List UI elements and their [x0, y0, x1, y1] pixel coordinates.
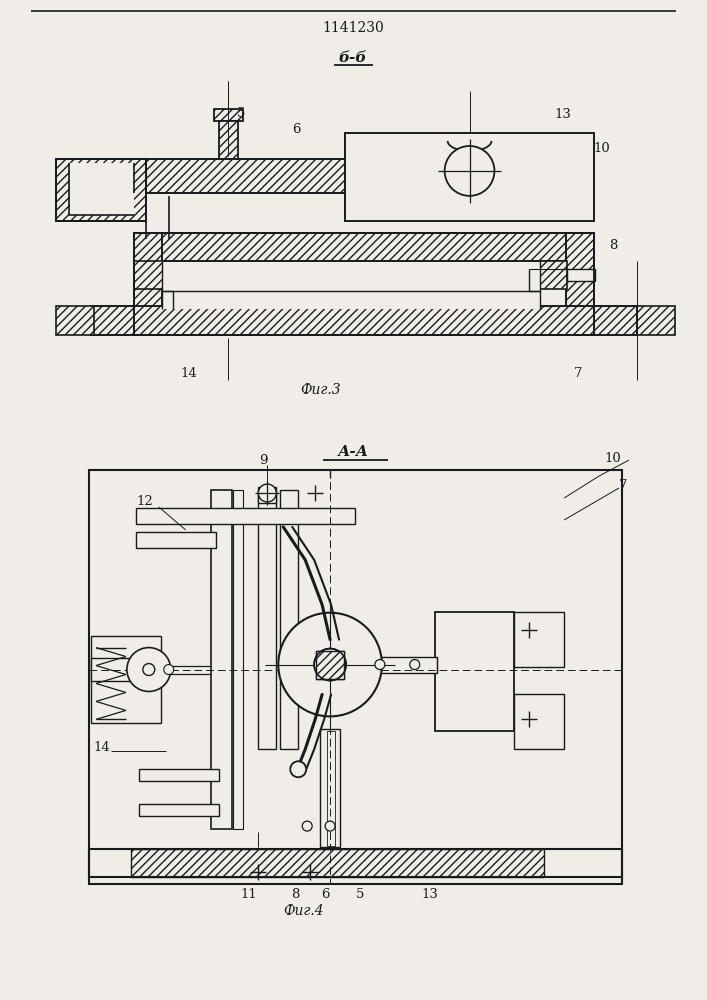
Text: 14: 14: [93, 741, 110, 754]
Text: 11: 11: [240, 888, 257, 901]
Bar: [139, 804, 218, 816]
Text: 5: 5: [356, 888, 364, 901]
Circle shape: [291, 761, 306, 777]
Bar: [515, 612, 564, 667]
Bar: [91, 658, 153, 681]
Bar: [280, 490, 298, 749]
Bar: [139, 769, 218, 781]
Bar: [355, 657, 437, 673]
Circle shape: [258, 484, 276, 502]
Bar: [435, 612, 515, 731]
Bar: [134, 261, 169, 289]
Bar: [214, 109, 243, 121]
Bar: [56, 306, 94, 335]
Text: 13: 13: [421, 888, 438, 901]
Bar: [320, 729, 340, 847]
Bar: [233, 490, 243, 829]
Bar: [211, 490, 233, 829]
Text: 7: 7: [574, 367, 583, 380]
Bar: [637, 306, 674, 335]
Bar: [567, 269, 595, 281]
Circle shape: [143, 664, 155, 676]
Bar: [146, 159, 345, 193]
Bar: [162, 261, 540, 309]
Text: 5: 5: [236, 107, 245, 120]
Text: 10: 10: [593, 142, 610, 155]
Circle shape: [164, 665, 174, 675]
Text: Фиг.4: Фиг.4: [283, 904, 324, 918]
Circle shape: [325, 821, 335, 831]
Bar: [258, 490, 276, 749]
Bar: [131, 849, 544, 877]
Text: 8: 8: [291, 888, 300, 901]
Bar: [218, 121, 238, 161]
Bar: [345, 133, 594, 221]
Bar: [134, 233, 162, 318]
Text: 7: 7: [619, 479, 627, 492]
Circle shape: [302, 821, 312, 831]
Text: 10: 10: [604, 452, 621, 465]
Text: 12: 12: [137, 495, 153, 508]
Text: 14: 14: [181, 367, 197, 380]
Bar: [515, 694, 564, 749]
Bar: [56, 191, 146, 221]
Bar: [91, 636, 160, 723]
Bar: [56, 159, 146, 221]
Circle shape: [127, 648, 170, 691]
Bar: [316, 651, 344, 679]
Text: 1141230: 1141230: [322, 21, 384, 35]
Bar: [566, 233, 594, 318]
Bar: [316, 651, 344, 679]
Bar: [56, 159, 146, 191]
Bar: [69, 163, 134, 215]
Bar: [136, 508, 355, 524]
Text: 13: 13: [554, 108, 571, 121]
Bar: [327, 731, 335, 846]
Bar: [91, 306, 637, 335]
Bar: [89, 470, 622, 884]
Bar: [539, 261, 567, 289]
Text: 9: 9: [259, 454, 268, 467]
Circle shape: [314, 649, 346, 680]
Text: 6: 6: [321, 888, 329, 901]
Text: 6: 6: [292, 123, 300, 136]
Circle shape: [279, 613, 382, 716]
Bar: [134, 233, 594, 335]
Circle shape: [410, 660, 420, 670]
Bar: [136, 532, 216, 548]
Bar: [258, 487, 276, 503]
Text: А-А: А-А: [337, 445, 368, 459]
Circle shape: [445, 146, 494, 196]
Bar: [56, 159, 70, 221]
Text: 8: 8: [609, 239, 617, 252]
Circle shape: [375, 660, 385, 670]
Bar: [89, 849, 622, 877]
Text: Фиг.3: Фиг.3: [300, 383, 341, 397]
Bar: [133, 159, 146, 193]
Text: б-б: б-б: [339, 51, 367, 65]
Bar: [169, 269, 482, 291]
Bar: [134, 233, 594, 261]
